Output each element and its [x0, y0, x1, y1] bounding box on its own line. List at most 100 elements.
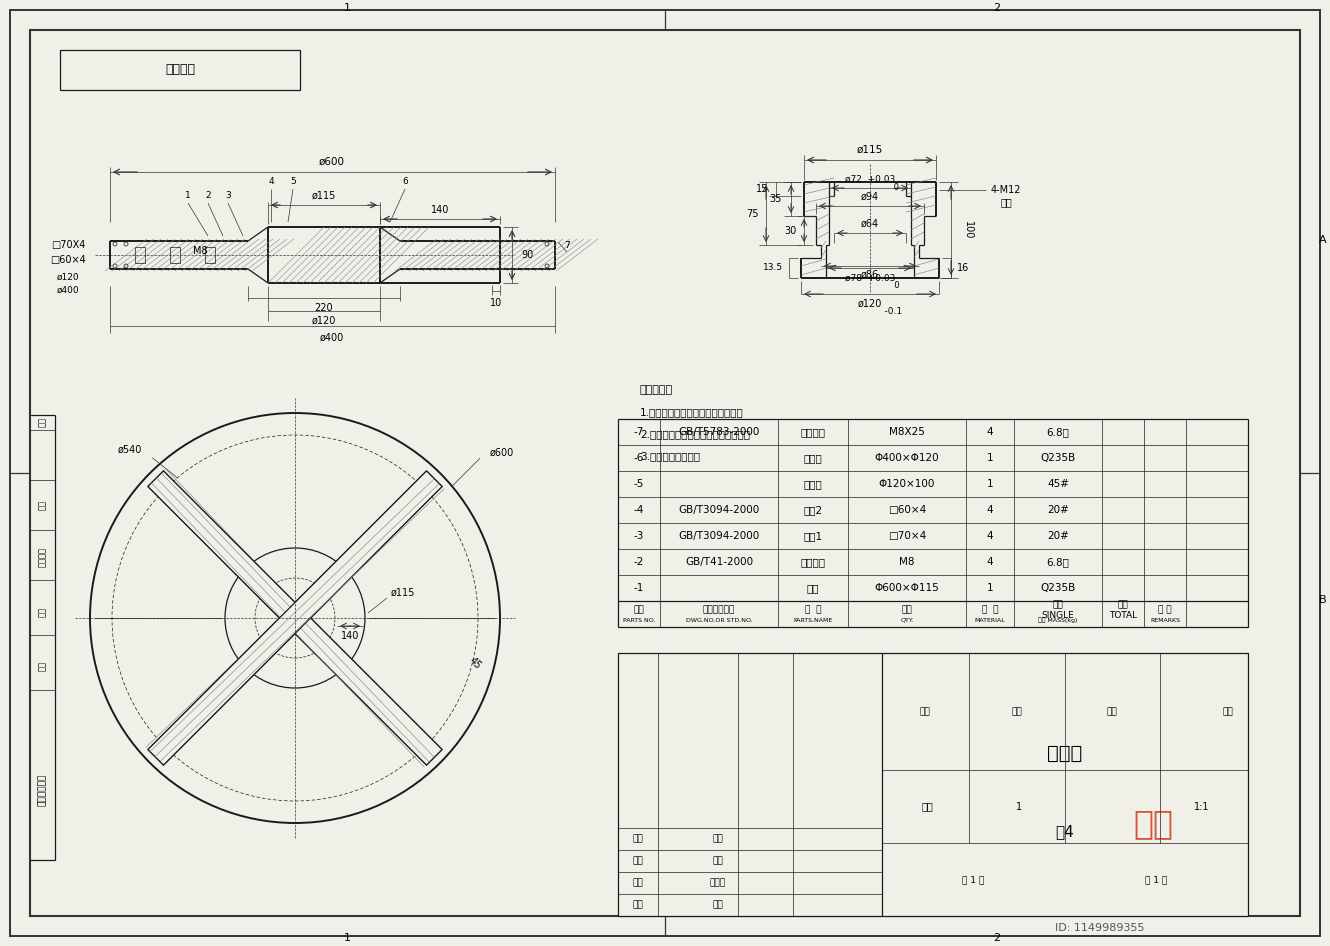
Text: 16: 16	[956, 263, 970, 273]
Bar	[136, 247, 145, 263]
Text: 7: 7	[564, 240, 569, 250]
Text: □70×4: □70×4	[888, 531, 926, 541]
Text: Q235B: Q235B	[1040, 583, 1076, 593]
Text: 数量: 数量	[1012, 708, 1023, 716]
Text: Q235B: Q235B	[1040, 453, 1076, 463]
Text: 140: 140	[340, 631, 359, 641]
Text: 方管1: 方管1	[803, 531, 822, 541]
Text: 1: 1	[987, 453, 994, 463]
Text: ø600: ø600	[319, 157, 344, 167]
Text: B: B	[1319, 595, 1327, 605]
Text: 图号或标准号: 图号或标准号	[702, 605, 735, 615]
Text: 4: 4	[269, 178, 274, 186]
Text: www.znzmo.com: www.znzmo.com	[89, 495, 172, 545]
Text: 35: 35	[770, 194, 782, 204]
Text: 0: 0	[876, 282, 900, 290]
Text: 20#: 20#	[1047, 531, 1069, 541]
Text: 钢件: 钢件	[922, 801, 932, 812]
Text: M8: M8	[193, 246, 207, 256]
Text: 轴承座: 轴承座	[803, 479, 822, 489]
Text: 4: 4	[987, 427, 994, 437]
Text: 4: 4	[987, 505, 994, 515]
Text: ø400: ø400	[57, 286, 80, 294]
Bar	[205, 247, 215, 263]
Text: 1: 1	[343, 933, 351, 943]
Text: 技术要求：: 技术要求：	[640, 385, 673, 395]
Text: www.znzmo.com: www.znzmo.com	[1009, 325, 1091, 375]
Text: 1: 1	[987, 583, 994, 593]
Text: www.znzmo.com: www.znzmo.com	[309, 315, 391, 365]
Text: □60×4: □60×4	[888, 505, 926, 515]
Text: 批准: 批准	[713, 856, 724, 866]
Text: www.znzmo.com: www.znzmo.com	[140, 145, 221, 195]
Text: 4: 4	[987, 557, 994, 567]
Text: GB/T3094-2000: GB/T3094-2000	[678, 531, 759, 541]
Text: 100: 100	[963, 220, 974, 239]
Text: 材  料: 材 料	[982, 605, 999, 615]
Text: 数量: 数量	[902, 605, 912, 615]
Text: GB/T41-2000: GB/T41-2000	[685, 557, 753, 567]
Text: 1: 1	[185, 191, 192, 201]
Text: 六角螺母: 六角螺母	[801, 557, 826, 567]
Text: A: A	[1319, 235, 1327, 245]
Text: 15: 15	[755, 184, 769, 194]
Text: 220: 220	[315, 303, 334, 313]
Text: Φ400×Φ120: Φ400×Φ120	[875, 453, 939, 463]
Text: 0: 0	[878, 183, 899, 191]
Text: 3: 3	[225, 191, 231, 201]
Text: 料盘: 料盘	[807, 583, 819, 593]
Text: 75: 75	[746, 209, 758, 219]
Text: M8: M8	[899, 557, 915, 567]
Text: 日底图号: 日底图号	[37, 547, 47, 567]
Text: 45: 45	[467, 655, 483, 671]
Text: 方管2: 方管2	[803, 505, 822, 515]
Text: 比例: 比例	[1222, 708, 1233, 716]
Text: 140: 140	[431, 205, 450, 215]
Text: PARTS.NAME: PARTS.NAME	[794, 618, 833, 623]
Text: REMARKS: REMARKS	[1150, 618, 1180, 623]
Text: GB/T3094-2000: GB/T3094-2000	[678, 505, 759, 515]
Text: 制图: 制图	[713, 901, 724, 909]
Text: ø400: ø400	[321, 333, 344, 343]
Text: -3: -3	[634, 531, 644, 541]
Text: -4: -4	[634, 505, 644, 515]
Text: 6.8级: 6.8级	[1047, 557, 1069, 567]
Text: ø120: ø120	[311, 316, 336, 326]
Text: 4: 4	[987, 531, 994, 541]
Text: 描图: 描图	[37, 417, 47, 427]
Text: -0.1: -0.1	[874, 307, 903, 317]
Text: 签字: 签字	[37, 607, 47, 617]
Text: DWG.NO.OR STD.NO.: DWG.NO.OR STD.NO.	[686, 618, 753, 623]
Text: 4-M12: 4-M12	[991, 185, 1021, 195]
Text: -7: -7	[634, 427, 644, 437]
Text: ø120: ø120	[57, 272, 80, 282]
Text: Φ120×100: Φ120×100	[879, 479, 935, 489]
Text: □70X4: □70X4	[51, 240, 85, 250]
Text: 螺母: 螺母	[1000, 197, 1012, 207]
Text: ø540: ø540	[118, 445, 142, 455]
Bar	[618, 653, 1248, 916]
Polygon shape	[148, 471, 442, 765]
Text: 放料盘: 放料盘	[1048, 744, 1083, 762]
Text: 1: 1	[1016, 801, 1021, 812]
Text: ø600: ø600	[489, 447, 515, 457]
Text: -1: -1	[634, 583, 644, 593]
Text: MATERIAL: MATERIAL	[975, 618, 1005, 623]
Text: 校对: 校对	[37, 500, 47, 510]
Text: QTY.: QTY.	[900, 618, 914, 623]
Text: 2: 2	[994, 3, 1000, 13]
Text: ø86: ø86	[861, 270, 879, 280]
Text: 校核: 校核	[633, 879, 644, 887]
Text: www.znzmo.com: www.znzmo.com	[879, 175, 962, 225]
Bar	[170, 247, 180, 263]
Text: 10: 10	[489, 298, 503, 308]
Text: 审核: 审核	[633, 856, 644, 866]
Text: 日期: 日期	[37, 661, 47, 671]
Text: 件4: 件4	[1056, 824, 1075, 839]
Text: 1: 1	[343, 3, 351, 13]
Text: 工艺: 工艺	[633, 834, 644, 844]
Text: ø115: ø115	[391, 588, 415, 598]
Text: 六角螺栓: 六角螺栓	[801, 427, 826, 437]
Text: 总装配图: 总装配图	[165, 63, 196, 77]
Text: M8X25: M8X25	[888, 427, 924, 437]
